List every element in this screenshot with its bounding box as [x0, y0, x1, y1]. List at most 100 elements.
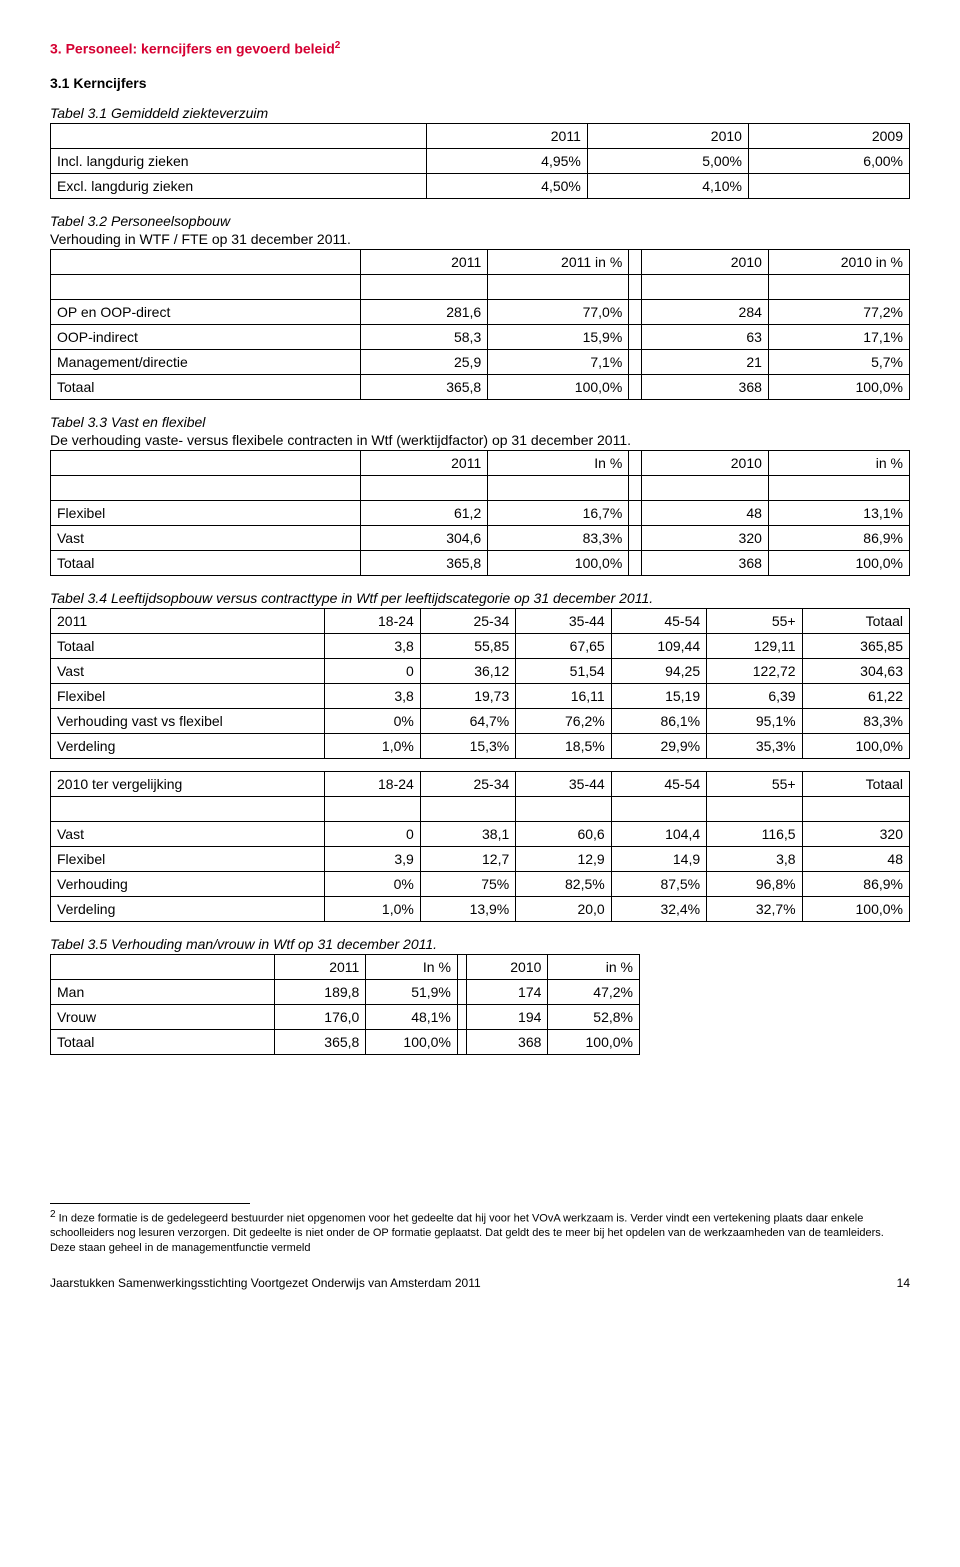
cell: 1,0% — [325, 733, 420, 758]
cell: 100,0% — [768, 374, 909, 399]
cell: 122,72 — [707, 658, 802, 683]
cell: 6,39 — [707, 683, 802, 708]
footer-left: Jaarstukken Samenwerkingsstichting Voort… — [50, 1276, 481, 1290]
cell: 3,9 — [325, 846, 420, 871]
cell: 16,7% — [488, 500, 629, 525]
row-label: OP en OOP-direct — [51, 299, 361, 324]
table-header: 55+ — [707, 771, 802, 796]
row-label: Verhouding vast vs flexibel — [51, 708, 325, 733]
cell: 15,3% — [420, 733, 515, 758]
cell: 174 — [467, 979, 548, 1004]
table-35: 2011In %2010in % Man189,851,9%17447,2% V… — [50, 954, 640, 1055]
table-header: 45-54 — [611, 608, 706, 633]
cell: 36,12 — [420, 658, 515, 683]
row-label: Verdeling — [51, 733, 325, 758]
cell: 116,5 — [707, 821, 802, 846]
footer-page-number: 14 — [897, 1276, 910, 1290]
table-header: 25-34 — [420, 608, 515, 633]
cell: 109,44 — [611, 633, 706, 658]
cell: 12,9 — [516, 846, 611, 871]
row-label: Totaal — [51, 633, 325, 658]
table-caption-34: Tabel 3.4 Leeftijdsopbouw versus contrac… — [50, 590, 910, 606]
cell: 20,0 — [516, 896, 611, 921]
table-header: 2011 — [361, 249, 488, 274]
table-header: 2011 in % — [488, 249, 629, 274]
cell: 0 — [325, 821, 420, 846]
cell: 25,9 — [361, 349, 488, 374]
cell: 129,11 — [707, 633, 802, 658]
table-header: Totaal — [802, 608, 909, 633]
cell: 100,0% — [802, 896, 909, 921]
table-caption-32: Tabel 3.2 Personeelsopbouw — [50, 213, 910, 229]
cell: 7,1% — [488, 349, 629, 374]
cell: 5,7% — [768, 349, 909, 374]
cell: 304,63 — [802, 658, 909, 683]
table-32: 20112011 in %20102010 in % OP en OOP-dir… — [50, 249, 910, 400]
table-caption-33: Tabel 3.3 Vast en flexibel — [50, 414, 910, 430]
cell: 86,9% — [802, 871, 909, 896]
subsection-heading: 3.1 Kerncijfers — [50, 75, 910, 91]
cell: 75% — [420, 871, 515, 896]
cell: 4,95% — [426, 148, 587, 173]
table-header: 18-24 — [325, 771, 420, 796]
table-33: 2011In %2010in % Flexibel61,216,7%4813,1… — [50, 450, 910, 576]
table-header: 2010 ter vergelijking — [51, 771, 325, 796]
cell — [748, 173, 909, 198]
cell: 19,73 — [420, 683, 515, 708]
cell: 281,6 — [361, 299, 488, 324]
cell: 320 — [641, 525, 768, 550]
cell: 94,25 — [611, 658, 706, 683]
row-label: Management/directie — [51, 349, 361, 374]
row-label: Incl. langdurig zieken — [51, 148, 427, 173]
row-label: Excl. langdurig zieken — [51, 173, 427, 198]
footnote: 2 In deze formatie is de gedelegeerd bes… — [50, 1208, 910, 1256]
table-header: 2009 — [748, 123, 909, 148]
cell: 86,9% — [768, 525, 909, 550]
row-label: Totaal — [51, 374, 361, 399]
row-label: Man — [51, 979, 275, 1004]
cell: 60,6 — [516, 821, 611, 846]
cell: 365,85 — [802, 633, 909, 658]
cell: 368 — [641, 374, 768, 399]
cell: 365,8 — [361, 550, 488, 575]
row-label: Totaal — [51, 550, 361, 575]
table-header: 2011 — [51, 608, 325, 633]
cell: 100,0% — [548, 1029, 640, 1054]
row-label: Flexibel — [51, 500, 361, 525]
table-header: 2010 — [587, 123, 748, 148]
row-label: Totaal — [51, 1029, 275, 1054]
cell: 16,11 — [516, 683, 611, 708]
cell: 32,4% — [611, 896, 706, 921]
cell: 15,9% — [488, 324, 629, 349]
row-label: Flexibel — [51, 683, 325, 708]
cell: 67,65 — [516, 633, 611, 658]
cell: 3,8 — [707, 846, 802, 871]
cell: 15,19 — [611, 683, 706, 708]
cell: 38,1 — [420, 821, 515, 846]
cell: 29,9% — [611, 733, 706, 758]
cell: 21 — [641, 349, 768, 374]
cell: 4,50% — [426, 173, 587, 198]
cell: 304,6 — [361, 525, 488, 550]
cell: 63 — [641, 324, 768, 349]
cell: 0% — [325, 708, 420, 733]
cell: 5,00% — [587, 148, 748, 173]
table-header: 55+ — [707, 608, 802, 633]
table-34b: 2010 ter vergelijking18-2425-3435-4445-5… — [50, 771, 910, 922]
table-header: 2011 — [426, 123, 587, 148]
cell: 51,9% — [366, 979, 458, 1004]
cell: 320 — [802, 821, 909, 846]
cell: 58,3 — [361, 324, 488, 349]
row-label: Vrouw — [51, 1004, 275, 1029]
table-header: 18-24 — [325, 608, 420, 633]
cell: 100,0% — [802, 733, 909, 758]
cell: 18,5% — [516, 733, 611, 758]
cell: 4,10% — [587, 173, 748, 198]
table-caption-35: Tabel 3.5 Verhouding man/vrouw in Wtf op… — [50, 936, 910, 952]
cell: 83,3% — [802, 708, 909, 733]
cell: 194 — [467, 1004, 548, 1029]
cell: 6,00% — [748, 148, 909, 173]
cell: 47,2% — [548, 979, 640, 1004]
cell: 17,1% — [768, 324, 909, 349]
table-header: in % — [548, 954, 640, 979]
